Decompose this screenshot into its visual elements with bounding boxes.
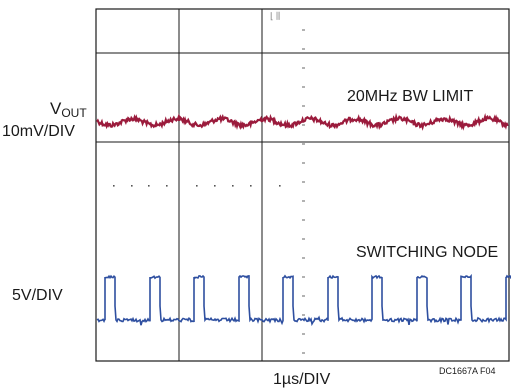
- switching-node-trace: [96, 273, 511, 327]
- vout-bw-label: 20MHz BW LIMIT: [347, 88, 473, 105]
- grid: [96, 9, 509, 361]
- switching-node-scale-label: 5V/DIV: [12, 287, 63, 304]
- dot-marker: [148, 185, 150, 187]
- trigger-marker: ⌊ ⫼: [270, 11, 280, 21]
- dot-marker: [232, 185, 234, 187]
- dot-marker: [214, 185, 216, 187]
- dot-marker: [113, 185, 115, 187]
- vout-series-label: VOUT: [50, 99, 87, 120]
- switching-node-label: SWITCHING NODE: [356, 244, 498, 261]
- x-axis-label: 1µs/DIV: [273, 371, 331, 388]
- dot-marker: [131, 185, 133, 187]
- figure-id-annotation: DC1667A F04: [439, 366, 496, 376]
- vout-label-main: V: [50, 99, 62, 118]
- vout-scale-label: 10mV/DIV: [2, 123, 75, 140]
- dot-marker: [196, 185, 198, 187]
- dot-marker: [250, 185, 252, 187]
- vout-trace: [96, 112, 509, 131]
- plot-frame: [95, 8, 510, 362]
- center-axis-ticks: [302, 29, 305, 354]
- dotted-markers: [113, 185, 281, 187]
- dot-marker: [166, 185, 168, 187]
- dot-marker: [279, 185, 281, 187]
- vout-label-sub: OUT: [61, 106, 87, 120]
